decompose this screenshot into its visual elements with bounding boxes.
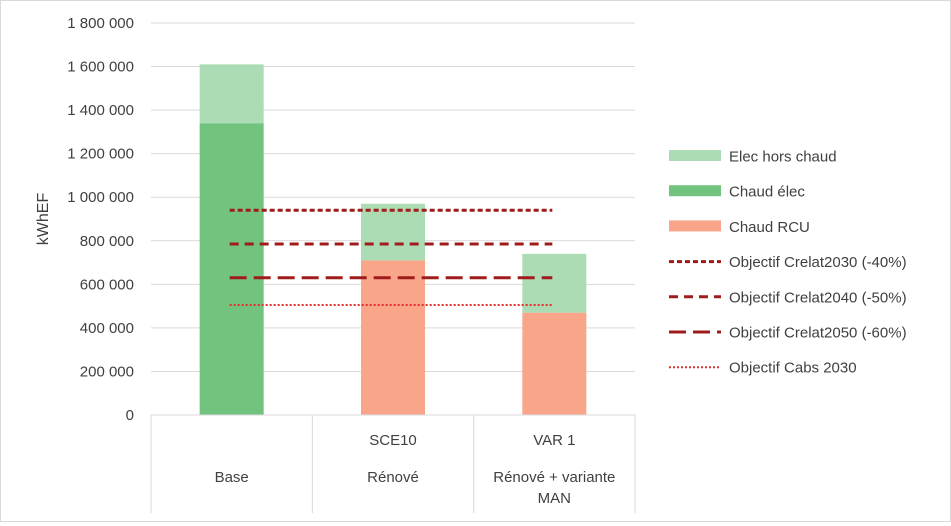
legend-label: Objectif Crelat2050 (-60%) — [729, 325, 907, 342]
x-category-label: MAN — [538, 490, 571, 507]
bar-segment — [361, 260, 425, 415]
y-tick-label: 1 600 000 — [67, 59, 134, 76]
y-tick-label: 0 — [126, 407, 134, 424]
y-tick-label: 800 000 — [80, 233, 134, 250]
legend-swatch — [669, 220, 721, 232]
y-tick-label: 1 400 000 — [67, 102, 134, 119]
x-category-label: Rénové + variante — [493, 469, 615, 486]
y-axis-label: kWhEF — [35, 193, 52, 246]
bar-segment — [361, 203, 425, 261]
legend-swatch — [669, 185, 721, 197]
legend-label: Objectif Crelat2030 (-40%) — [729, 254, 907, 271]
bar-segment — [199, 64, 264, 124]
x-category-label: Rénové — [367, 469, 419, 486]
bars — [199, 64, 587, 415]
y-tick-label: 1 800 000 — [67, 15, 134, 32]
target-lines — [229, 208, 553, 307]
y-tick-label: 1 200 000 — [67, 146, 134, 163]
legend-swatch — [669, 150, 721, 161]
bar-segment — [522, 253, 587, 313]
legend-label: Elec hors chaud — [729, 149, 837, 166]
y-tick-label: 200 000 — [80, 363, 134, 380]
legend-label: Chaud RCU — [729, 219, 810, 236]
legend: Elec hors chaud Chaud élec Chaud RCU Object… — [669, 149, 907, 377]
y-tick-label: 600 000 — [80, 276, 134, 293]
y-tick-label: 400 000 — [80, 320, 134, 337]
legend-label: Objectif Crelat2040 (-50%) — [729, 289, 907, 306]
legend-label: Chaud élec — [729, 184, 805, 201]
x-category-label: Base — [215, 469, 249, 486]
x-category-top-label: VAR 1 — [533, 432, 575, 449]
x-category-top-label: SCE10 — [369, 432, 417, 449]
legend-label: Objectif Cabs 2030 — [729, 360, 857, 377]
axes: 0 200 000 400 000 600 000 800 000 1 000 000 1 … — [67, 15, 636, 513]
bar-segment — [199, 123, 264, 415]
y-tick-label: 1 000 000 — [67, 189, 134, 206]
bar-segment — [522, 312, 587, 415]
